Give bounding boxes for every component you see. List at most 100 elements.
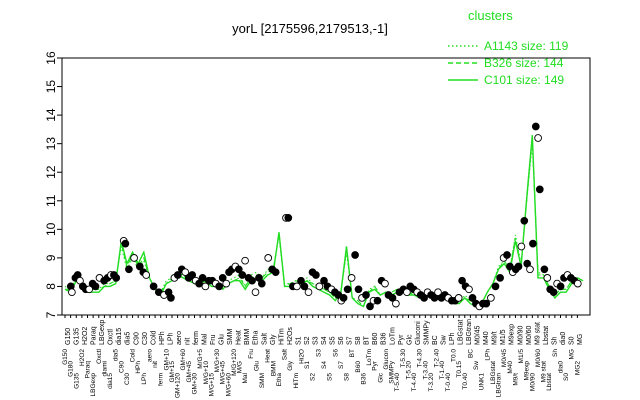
data-point xyxy=(373,296,382,305)
x-tick-label: Salt xyxy=(282,349,289,360)
x-tick-label: S3 xyxy=(315,349,322,357)
x-tick-label: HPh xyxy=(135,361,142,374)
x-marked-label: B36 xyxy=(381,332,388,345)
x-marked-label: M0/90 xyxy=(517,325,524,345)
data-points xyxy=(66,122,582,311)
x-tick-label: dia5 xyxy=(113,349,120,362)
x-marked-label: B60 xyxy=(372,332,379,345)
x-tick-label: G180 xyxy=(68,361,75,377)
data-point xyxy=(293,282,301,291)
series-line xyxy=(64,135,584,308)
x-tick-label: GM+15 xyxy=(169,361,176,383)
y-tick-label: 9 xyxy=(44,254,58,261)
x-tick-label: M/G+15 xyxy=(208,373,215,397)
x-tick-label: T-5.20 xyxy=(405,361,412,380)
x-tick-label: T-3.40 xyxy=(422,361,429,380)
x-marked-label: Glu xyxy=(219,334,226,345)
data-point xyxy=(248,276,256,285)
x-marked-label: Glc xyxy=(406,334,413,345)
data-point xyxy=(535,185,544,194)
x-tick-label: HiTm xyxy=(293,373,300,389)
y-tick-label: 15 xyxy=(44,80,58,94)
data-point xyxy=(529,239,537,248)
x-marked-label: LBGstat xyxy=(458,320,465,345)
x-tick-label: aero xyxy=(146,349,153,362)
x-tick-label: T-3.20 xyxy=(428,373,435,392)
x-tick-label: T-5.40 xyxy=(394,373,401,392)
x-tick-label: Paraq xyxy=(85,361,92,379)
x-tick-label: UNK1 xyxy=(479,373,486,391)
x-marked-label: Gly xyxy=(270,334,277,345)
x-tick-label: T0.15 xyxy=(456,361,463,378)
x-tick-label: Fru xyxy=(248,349,255,359)
x-tick-label: diami xyxy=(101,361,108,377)
x-marked-label: Gluconi xyxy=(415,321,422,345)
x-tick-label: dia0 xyxy=(557,361,564,374)
x-marked-label: S4 xyxy=(321,336,328,345)
plot-frame xyxy=(61,57,591,316)
data-point xyxy=(264,254,273,262)
x-tick-label: BT xyxy=(349,349,356,357)
data-point xyxy=(315,282,324,291)
x-marked-label: S8 xyxy=(355,336,362,345)
x-tick-label: Glucon xyxy=(383,349,390,370)
y-tick-label: 11 xyxy=(44,194,58,207)
x-marked-label: M0/60 xyxy=(526,325,533,345)
x-tick-label: Sh xyxy=(552,349,559,357)
chart-title: yorL [2175596,2179513,-1] xyxy=(232,21,388,36)
data-point xyxy=(454,294,463,302)
x-marked-label: dia0 xyxy=(560,332,567,345)
data-point xyxy=(517,242,526,251)
legend-label: B326 size: 144 xyxy=(484,56,564,70)
x-tick-label: T-4.30 xyxy=(417,349,424,368)
plot-border xyxy=(61,57,591,316)
x-marked-label: LoTm xyxy=(389,327,396,345)
data-point xyxy=(339,294,348,302)
x-tick-label: GM+10 xyxy=(163,349,170,371)
x-tick-label: S4 xyxy=(321,361,328,369)
data-point xyxy=(381,279,389,288)
x-tick-label: BC xyxy=(467,349,474,358)
data-point xyxy=(188,271,197,279)
x-marked-label: S6 xyxy=(338,336,345,345)
x-tick-label: GM+45 xyxy=(186,361,193,383)
x-marked-label: Sh xyxy=(551,336,558,345)
x-marked-label: G135 xyxy=(74,328,81,345)
x-tick-label: LPh xyxy=(484,349,491,361)
x-tick-label: T-2.40 xyxy=(434,349,441,368)
x-tick-label: nit xyxy=(152,361,159,368)
x-marked-label: dia5 xyxy=(125,332,132,345)
data-point xyxy=(304,288,313,297)
x-tick-label: T-0.40 xyxy=(445,373,452,392)
x-tick-label: Mal xyxy=(242,372,249,383)
data-point xyxy=(284,214,293,222)
legend: clusters A1143 size: 119 B326 size: 144 C1… xyxy=(448,8,569,87)
x-tick-label: M9exp xyxy=(524,361,531,381)
x-marked-label: S3 xyxy=(312,336,319,345)
data-point xyxy=(198,274,207,282)
data-point xyxy=(300,282,309,291)
data-point xyxy=(130,254,138,262)
x-tick-label: M/G+45 xyxy=(220,361,227,385)
x-marked-label: Oxctl xyxy=(108,329,115,345)
data-point xyxy=(534,134,542,142)
x-tick-label: SMM xyxy=(259,373,266,388)
x-tick-label: Hi2O xyxy=(298,349,305,364)
x-tick-label: S5 xyxy=(327,373,334,381)
x-tick-label: S6 xyxy=(332,349,339,357)
x-tick-label: Sw xyxy=(473,361,480,370)
data-point xyxy=(173,271,182,279)
x-tick-label: Glc xyxy=(377,372,384,383)
x-tick-label: MG2 xyxy=(574,361,581,375)
x-tick-label: GM+120 xyxy=(175,373,182,398)
data-point xyxy=(351,251,359,259)
data-point xyxy=(465,285,473,294)
x-tick-label: B60 xyxy=(355,361,362,373)
data-point xyxy=(241,256,249,265)
data-point xyxy=(271,268,280,277)
x-marked-label: S0 xyxy=(568,336,575,345)
x-marked-label: Salt xyxy=(261,333,268,345)
x-marked-label: M0/45 xyxy=(475,325,482,345)
x-marked-label: LBGexp xyxy=(99,320,106,345)
data-point xyxy=(320,276,328,285)
